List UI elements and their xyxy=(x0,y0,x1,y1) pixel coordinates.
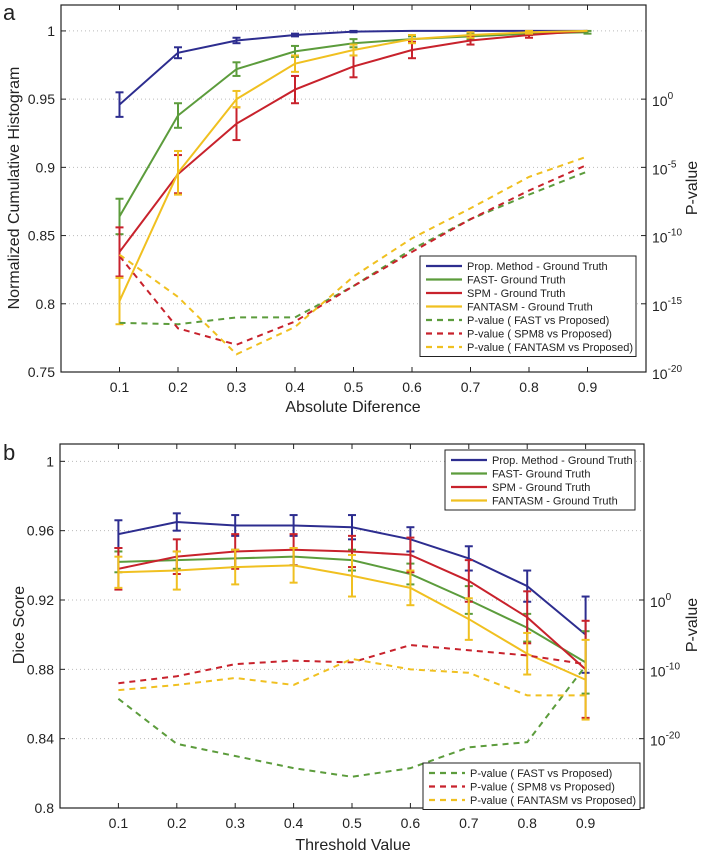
legend-label: FANTASM - Ground Truth xyxy=(492,496,618,508)
series-line-p-value-fast-vs-proposed xyxy=(119,170,588,326)
x-tick-label: 0.2 xyxy=(168,379,188,395)
series-line-spm-ground-truth xyxy=(118,548,587,671)
x-tick-label: 0.5 xyxy=(344,379,364,395)
x-tick-label: 0.7 xyxy=(459,815,479,831)
panel-a-y-axis-label: Normalized Cumulative Histogram xyxy=(6,67,23,310)
y-tick-label: 0.95 xyxy=(28,91,55,107)
legend: Prop. Method - Ground Truth FAST- Ground … xyxy=(419,255,637,357)
y2-tick-label: 10-20 xyxy=(650,731,680,749)
y-tick-label: 0.85 xyxy=(28,228,55,244)
y-tick-label: 0.84 xyxy=(27,731,54,747)
panel-b-chart: b Threshold Value Dice Score P-value 0.8… xyxy=(3,440,701,854)
y2-tick-label: 10-10 xyxy=(652,228,682,246)
y2-tick-label: 10-5 xyxy=(652,159,677,177)
y-tick-label: 0.8 xyxy=(36,296,56,312)
series-line-prop-method-ground-truth xyxy=(118,520,587,636)
y-tick-label: 0.75 xyxy=(28,364,55,380)
legend-label: FANTASM - Ground Truth xyxy=(467,302,593,314)
y-tick-label: 0.96 xyxy=(27,523,54,539)
y-tick-label: 0.88 xyxy=(27,661,54,677)
legend: P-value ( FAST vs Proposed) P-value ( SPM… xyxy=(422,762,641,810)
panel-b-y2-axis-label: P-value xyxy=(684,598,701,652)
y2-tick-label: 100 xyxy=(650,592,672,610)
legend-label: P-value ( FAST vs Proposed) xyxy=(467,315,609,327)
plot-frame xyxy=(60,4,647,373)
x-tick-label: 0.1 xyxy=(109,815,129,831)
x-tick-label: 0.2 xyxy=(167,815,187,831)
x-tick-label: 0.6 xyxy=(401,815,421,831)
legend-label: FAST- Ground Truth xyxy=(492,469,590,481)
y-tick-label: 1 xyxy=(47,23,55,39)
series-line-p-value-spm8-vs-proposed xyxy=(118,163,588,346)
series-line-fast-ground-truth xyxy=(118,31,588,217)
series-line-prop-method-ground-truth xyxy=(118,29,588,106)
x-tick-label: 0.7 xyxy=(461,379,481,395)
y-tick-label: 0.92 xyxy=(27,592,54,608)
legend-label: SPM - Ground Truth xyxy=(492,482,590,494)
panel-a-x-axis-label: Absolute Diference xyxy=(285,399,420,416)
x-tick-label: 0.1 xyxy=(110,379,130,395)
panel-a-label: a xyxy=(3,0,16,25)
series-line-p-value-fast-vs-proposed xyxy=(117,665,587,778)
series-line-fantasm-ground-truth xyxy=(118,564,587,681)
legend-label: Prop. Method - Ground Truth xyxy=(467,261,608,273)
y2-tick-label: 100 xyxy=(652,91,674,109)
plot-frame xyxy=(59,443,645,809)
x-tick-label: 0.9 xyxy=(578,379,598,395)
series-line-fantasm-ground-truth xyxy=(118,29,588,302)
x-tick-label: 0.3 xyxy=(225,815,245,831)
x-tick-label: 0.3 xyxy=(227,379,247,395)
legend-label: SPM - Ground Truth xyxy=(467,288,565,300)
y-tick-label: 0.8 xyxy=(35,800,55,816)
series-line-p-value-fantasm-vs-proposed xyxy=(118,657,586,697)
legend-label: P-value ( FAST vs Proposed) xyxy=(470,768,612,780)
legend-box xyxy=(422,762,641,810)
legend-label: P-value ( SPM8 vs Proposed) xyxy=(467,329,612,341)
panel-a-chart: a Absolute Diference Normalized Cumulati… xyxy=(3,0,701,416)
x-tick-label: 0.9 xyxy=(576,815,596,831)
panel-b-label: b xyxy=(3,440,15,465)
x-tick-label: 0.5 xyxy=(342,815,362,831)
y2-tick-label: 10-10 xyxy=(650,661,680,679)
y-tick-label: 0.9 xyxy=(36,159,56,175)
series-line-spm-ground-truth xyxy=(118,29,588,253)
x-tick-label: 0.8 xyxy=(519,379,539,395)
y2-tick-label: 10-15 xyxy=(652,296,682,314)
panel-b-y-axis-label: Dice Score xyxy=(11,586,28,664)
series-line-p-value-spm8-vs-proposed xyxy=(118,644,586,685)
legend-label: P-value ( FANTASM vs Proposed) xyxy=(467,342,633,354)
x-tick-label: 0.8 xyxy=(517,815,537,831)
legend-label: Prop. Method - Ground Truth xyxy=(492,455,633,467)
panel-b-x-axis-label: Threshold Value xyxy=(295,837,410,854)
legend: Prop. Method - Ground Truth FAST- Ground … xyxy=(444,449,636,511)
x-tick-label: 0.6 xyxy=(402,379,422,395)
legend-label: P-value ( FANTASM vs Proposed) xyxy=(470,795,636,807)
y-tick-label: 1 xyxy=(46,453,54,469)
y2-tick-label: 10-20 xyxy=(652,364,682,382)
legend-label: FAST- Ground Truth xyxy=(467,275,565,287)
x-tick-label: 0.4 xyxy=(284,815,304,831)
x-tick-label: 0.4 xyxy=(285,379,305,395)
series-line-p-value-fantasm-vs-proposed xyxy=(118,155,588,356)
panel-a-y2-axis-label: P-value xyxy=(684,161,701,215)
legend-label: P-value ( SPM8 vs Proposed) xyxy=(470,782,615,794)
